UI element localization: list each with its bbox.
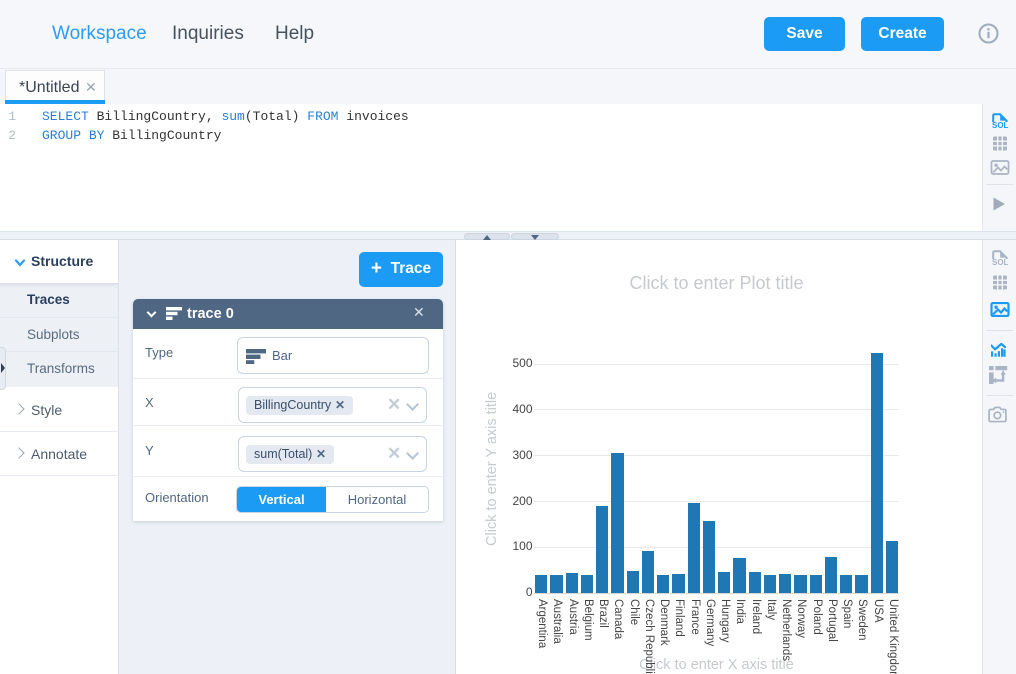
svg-text:SQL: SQL (992, 121, 1009, 128)
svg-text:SQL: SQL (992, 258, 1009, 265)
